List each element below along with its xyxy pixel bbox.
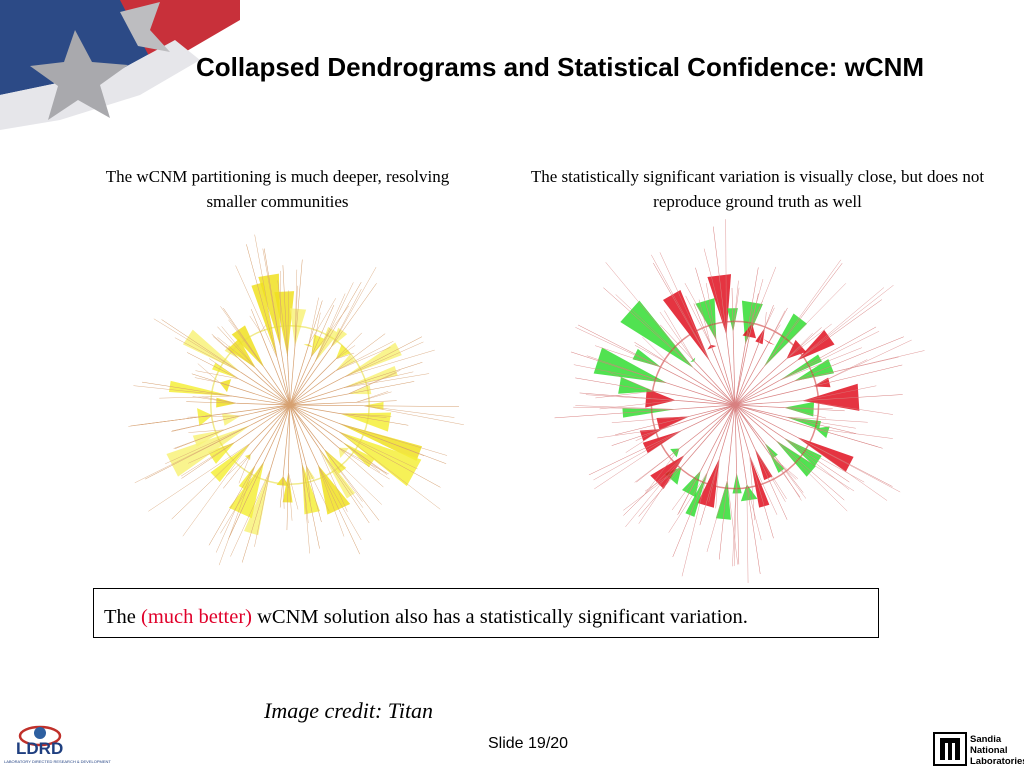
ldrd-logo-text: LDRD xyxy=(16,739,63,758)
slide-title: Collapsed Dendrograms and Statistical Co… xyxy=(195,52,925,82)
conclusion-box: The (much better) wCNM solution also has… xyxy=(93,588,879,638)
slide-number: Slide 19/20 xyxy=(488,735,569,752)
conclusion-highlight: (much better) xyxy=(141,606,252,628)
ldrd-logo: LDRD LABORATORY DIRECTED RESEARCH & DEVE… xyxy=(4,725,111,764)
flag-decoration xyxy=(0,0,240,130)
right-caption: The statistically significant variation … xyxy=(530,167,985,211)
conclusion-suffix: wCNM solution also has a statistically s… xyxy=(252,606,748,628)
wcnm-dendrogram-image xyxy=(128,234,464,566)
sandia-logo-line-1: Sandia xyxy=(970,734,1002,745)
left-caption: The wCNM partitioning is much deeper, re… xyxy=(105,167,450,211)
sandia-logo-line-3: Laboratories xyxy=(970,756,1024,767)
significance-dendrogram-image xyxy=(554,219,925,583)
ldrd-logo-subtext: LABORATORY DIRECTED RESEARCH & DEVELOPME… xyxy=(4,759,111,764)
sandia-logo-line-2: National xyxy=(970,745,1007,756)
conclusion-prefix: The xyxy=(104,606,141,628)
sandia-logo: Sandia National Laboratories xyxy=(933,732,1024,767)
image-credit: Image credit: Titan xyxy=(264,698,434,723)
